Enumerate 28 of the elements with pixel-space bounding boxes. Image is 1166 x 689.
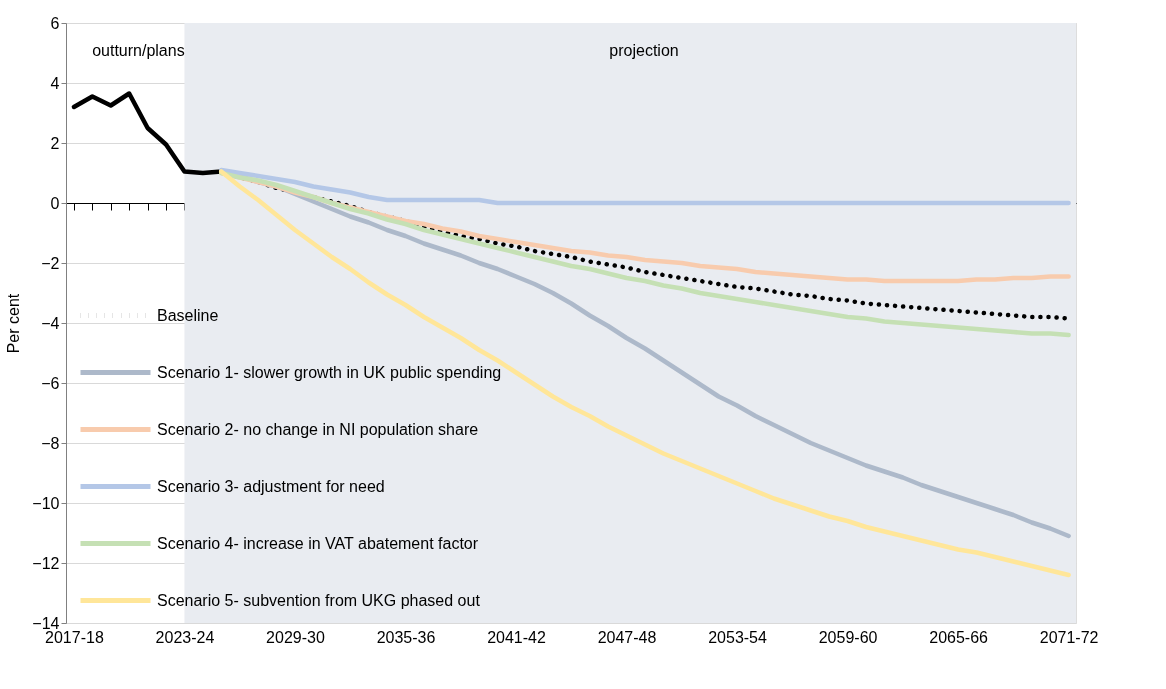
y-tick-label: 0 bbox=[50, 194, 60, 212]
x-tick-label: 2059-60 bbox=[818, 628, 878, 646]
legend-label: Baseline bbox=[157, 306, 219, 324]
y-tick-label: 4 bbox=[50, 74, 60, 92]
y-axis-title: Per cent bbox=[5, 293, 23, 354]
y-tick-label: −6 bbox=[41, 374, 60, 392]
legend-label: Scenario 5- subvention from UKG phased out bbox=[157, 591, 481, 609]
legend-label: Scenario 3- adjustment for need bbox=[157, 477, 385, 495]
x-tick-label: 2071-72 bbox=[1039, 628, 1099, 646]
x-tick-label: 2041-42 bbox=[487, 628, 546, 646]
legend-label: Scenario 4- increase in VAT abatement factor bbox=[157, 534, 479, 552]
band-label: projection bbox=[609, 42, 679, 59]
legend-label: Scenario 1- slower growth in UK public spending bbox=[157, 363, 502, 381]
x-tick-label: 2065-66 bbox=[929, 628, 989, 646]
y-tick-label: 6 bbox=[50, 14, 60, 32]
x-tick-label: 2029-30 bbox=[266, 628, 325, 646]
y-tick-label: −2 bbox=[41, 254, 60, 272]
y-tick-label: −10 bbox=[32, 494, 60, 512]
x-tick-label: 2035-36 bbox=[376, 628, 436, 646]
x-tick-label: 2047-48 bbox=[597, 628, 657, 646]
legend-label: Scenario 2- no change in NI population share bbox=[157, 420, 479, 438]
y-tick-label: −4 bbox=[41, 314, 60, 332]
annotation: outturn/plans bbox=[92, 42, 185, 59]
y-tick-label: 2 bbox=[50, 134, 60, 152]
x-tick-label: 2023-24 bbox=[155, 628, 215, 646]
x-tick-label: 2053-54 bbox=[708, 628, 768, 646]
y-tick-label: −8 bbox=[41, 434, 60, 452]
y-tick-label: −12 bbox=[32, 554, 60, 572]
